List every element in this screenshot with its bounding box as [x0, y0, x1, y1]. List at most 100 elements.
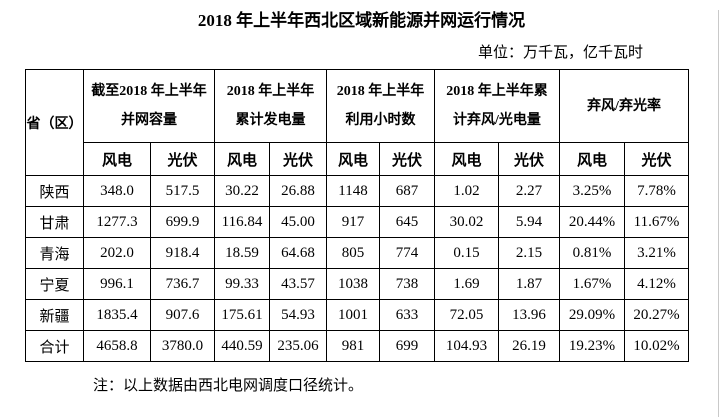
value-cell: 3780.0: [150, 330, 215, 362]
value-cell: 72.05: [434, 299, 499, 331]
value-cell: 11.67%: [623, 206, 690, 238]
subheader-wind: 风电: [559, 142, 625, 176]
value-cell: 116.84: [214, 206, 270, 238]
value-cell: 918.4: [150, 237, 215, 269]
group-header-line: 计弃风/光电量: [453, 113, 541, 128]
value-cell: 10.02%: [623, 330, 690, 362]
value-cell: 20.44%: [559, 206, 625, 238]
value-cell: 1.67%: [559, 268, 625, 300]
subheader-solar: 光伏: [379, 142, 435, 176]
value-cell: 1.87: [498, 268, 560, 300]
value-cell: 687: [379, 175, 435, 207]
value-cell: 18.59: [214, 237, 270, 269]
value-cell: 30.22: [214, 175, 270, 207]
value-cell: 805: [326, 237, 380, 269]
province-cell: 合计: [25, 330, 84, 362]
value-cell: 26.19: [498, 330, 560, 362]
group-header-capacity: 截至2018 年上半年 并网容量: [83, 69, 215, 143]
table-row: 合计 4658.8 3780.0 440.59 235.06 981 699 104.93 26…: [25, 330, 690, 362]
value-cell: 1.69: [434, 268, 499, 300]
value-cell: 440.59: [214, 330, 270, 362]
value-cell: 996.1: [83, 268, 151, 300]
value-cell: 0.15: [434, 237, 499, 269]
value-cell: 1038: [326, 268, 380, 300]
value-cell: 235.06: [269, 330, 327, 362]
value-cell: 0.81%: [559, 237, 625, 269]
value-cell: 1.02: [434, 175, 499, 207]
value-cell: 19.23%: [559, 330, 625, 362]
province-cell: 宁夏: [25, 268, 84, 300]
subheader-solar: 光伏: [623, 142, 690, 176]
value-cell: 13.96: [498, 299, 560, 331]
value-cell: 738: [379, 268, 435, 300]
province-header: 省（区）: [25, 69, 84, 176]
subheader-solar: 光伏: [498, 142, 560, 176]
subheader-solar: 光伏: [150, 142, 215, 176]
value-cell: 517.5: [150, 175, 215, 207]
group-header-line: 利用小时数: [345, 113, 416, 128]
value-cell: 202.0: [83, 237, 151, 269]
value-cell: 43.57: [269, 268, 327, 300]
table-row: 青海 202.0 918.4 18.59 64.68 805 774 0.15 2.15 0.81…: [25, 237, 690, 269]
value-cell: 175.61: [214, 299, 270, 331]
value-cell: 1277.3: [83, 206, 151, 238]
province-cell: 青海: [25, 237, 84, 269]
group-header-line: 弃风/弃光率: [587, 98, 661, 114]
value-cell: 64.68: [269, 237, 327, 269]
document-page: 2018 年上半年西北区域新能源并网运行情况 单位：万千瓦，亿千瓦时 省（区） …: [0, 10, 723, 417]
value-cell: 104.93: [434, 330, 499, 362]
province-cell: 甘肃: [25, 206, 84, 238]
subheader-wind: 风电: [326, 142, 380, 176]
value-cell: 2.15: [498, 237, 560, 269]
value-cell: 699.9: [150, 206, 215, 238]
province-cell: 陕西: [25, 175, 84, 207]
group-header-curtailment-rate: 弃风/弃光率: [558, 69, 690, 143]
value-cell: 645: [379, 206, 435, 238]
group-header-row: 省（区） 截至2018 年上半年 并网容量 2018 年上半年 累计发电量 20…: [25, 69, 690, 176]
table-row: 宁夏 996.1 736.7 99.33 43.57 1038 738 1.69 1.87 1.6…: [25, 268, 690, 300]
subheader-wind: 风电: [434, 142, 499, 176]
group-header-line: 2018 年上半年累: [446, 84, 548, 99]
group-header-curtailed-energy: 2018 年上半年累 计弃风/光电量: [434, 69, 560, 143]
group-header-line: 截至2018 年上半年: [91, 84, 207, 99]
subheader-wind: 风电: [83, 142, 151, 176]
energy-table: 省（区） 截至2018 年上半年 并网容量 2018 年上半年 累计发电量 20…: [25, 69, 690, 362]
subheader-solar: 光伏: [269, 142, 327, 176]
value-cell: 4658.8: [83, 330, 151, 362]
unit-note: 单位：万千瓦，亿千瓦时: [477, 45, 643, 61]
group-header-generation: 2018 年上半年 累计发电量: [214, 69, 327, 143]
value-cell: 907.6: [150, 299, 215, 331]
table-row: 陕西 348.0 517.5 30.22 26.88 1148 687 1.02 2.27 3.2…: [25, 175, 690, 207]
value-cell: 348.0: [83, 175, 151, 207]
value-cell: 4.12%: [623, 268, 690, 300]
group-header-line: 2018 年上半年: [336, 84, 425, 99]
value-cell: 29.09%: [559, 299, 625, 331]
subheader-wind: 风电: [214, 142, 270, 176]
table-row: 新疆 1835.4 907.6 175.61 54.93 1001 633 72.05 13.9…: [25, 299, 690, 331]
group-header-line: 2018 年上半年: [226, 84, 315, 99]
value-cell: 917: [326, 206, 380, 238]
value-cell: 3.21%: [623, 237, 690, 269]
value-cell: 54.93: [269, 299, 327, 331]
table-row: 甘肃 1277.3 699.9 116.84 45.00 917 645 30.02 5.94 2…: [25, 206, 690, 238]
page-edge-divider: [718, 10, 719, 417]
value-cell: 699: [379, 330, 435, 362]
value-cell: 633: [379, 299, 435, 331]
value-cell: 1835.4: [83, 299, 151, 331]
value-cell: 45.00: [269, 206, 327, 238]
value-cell: 3.25%: [559, 175, 625, 207]
value-cell: 2.27: [498, 175, 560, 207]
group-header-line: 累计发电量: [235, 113, 306, 128]
group-header-line: 并网容量: [121, 113, 177, 128]
value-cell: 99.33: [214, 268, 270, 300]
value-cell: 26.88: [269, 175, 327, 207]
value-cell: 981: [326, 330, 380, 362]
value-cell: 774: [379, 237, 435, 269]
value-cell: 20.27%: [623, 299, 690, 331]
value-cell: 736.7: [150, 268, 215, 300]
value-cell: 30.02: [434, 206, 499, 238]
page-title: 2018 年上半年西北区域新能源并网运行情况: [197, 11, 526, 30]
value-cell: 7.78%: [623, 175, 690, 207]
value-cell: 1148: [326, 175, 380, 207]
footnote: 注：以上数据由西北电网调度口径统计。: [93, 378, 364, 394]
